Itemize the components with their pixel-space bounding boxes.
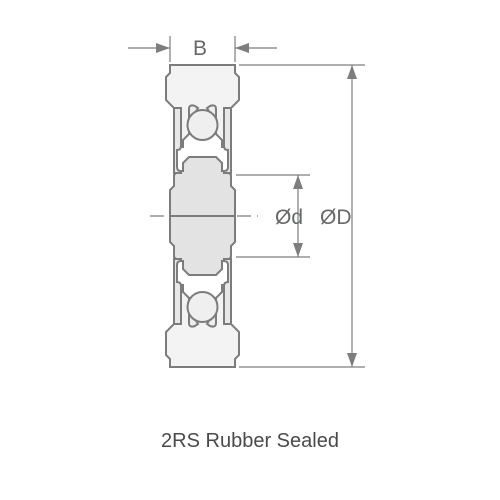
diagram-canvas: B ØD Ød 2RS Rubber Sealed xyxy=(0,0,500,500)
label-B: B xyxy=(193,37,207,60)
dimension-B: B xyxy=(128,36,277,62)
label-d: Ød xyxy=(275,206,303,229)
bearing-section-drawing: B ØD Ød xyxy=(0,0,500,420)
upper-half xyxy=(166,65,239,216)
ball-bot xyxy=(188,292,218,322)
seal-bot-left xyxy=(174,259,181,324)
seal-bot-right xyxy=(224,259,231,324)
seal-top-right xyxy=(224,108,231,173)
caption: 2RS Rubber Sealed xyxy=(0,430,500,453)
ball-top xyxy=(188,110,218,140)
inner-ring-bot xyxy=(170,216,235,275)
label-D: ØD xyxy=(320,206,352,229)
lower-half xyxy=(166,216,239,367)
seal-top-left xyxy=(174,108,181,173)
